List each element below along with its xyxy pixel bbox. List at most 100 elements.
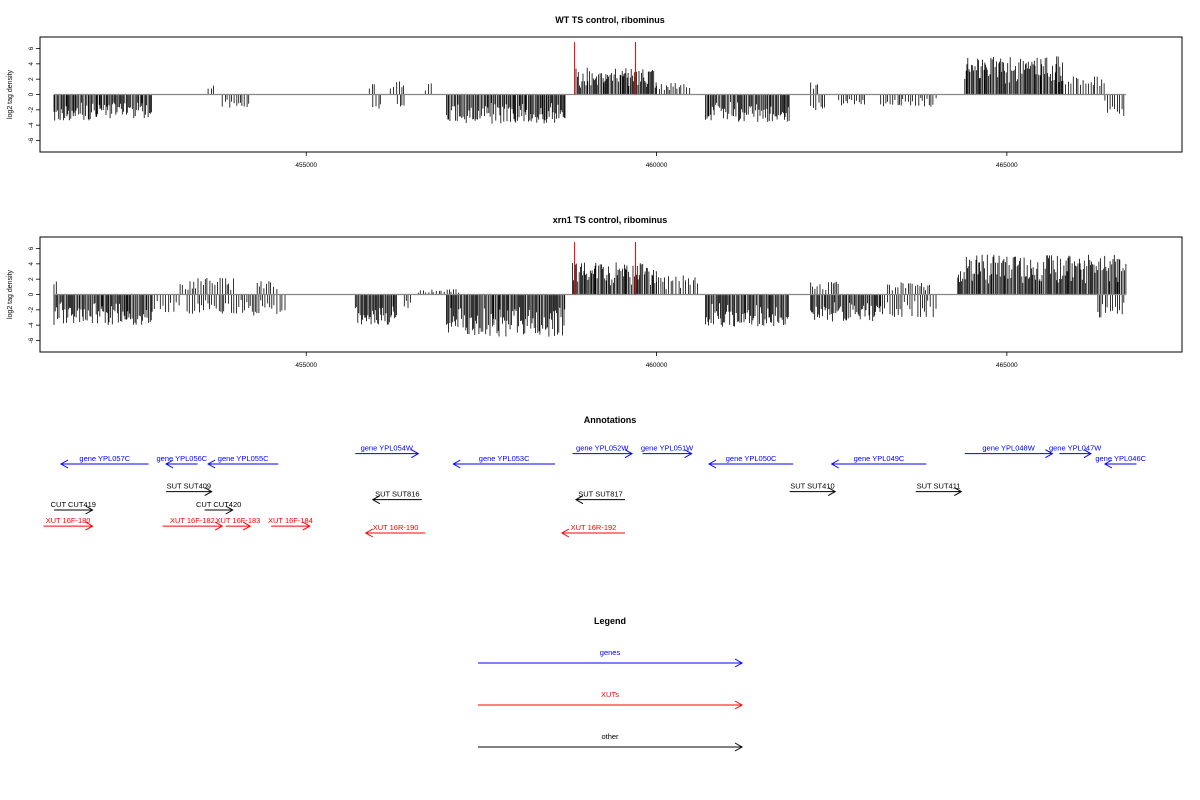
x-tick-label: 460000 [646, 162, 668, 169]
annotation-gene: gene YPL050C [708, 454, 794, 469]
arrow-head [624, 449, 634, 459]
arrow-head [85, 505, 94, 515]
arrow-head [214, 521, 224, 531]
annotation-xut: XUT 16R-190 [364, 523, 426, 538]
annotation-label: gene YPL055C [218, 454, 269, 463]
y-tick-label: -4 [28, 322, 35, 328]
annotation-label: SUT SUT817 [578, 490, 622, 499]
annotation-label: gene YPL046C [1095, 454, 1146, 463]
arrow-head [60, 459, 69, 469]
annotation-label: gene YPL052W [576, 444, 629, 453]
arrow-head [1083, 449, 1092, 459]
annotation-label: CUT CUT419 [51, 500, 96, 509]
arrow-head [1045, 449, 1054, 459]
arrow-head [204, 487, 213, 497]
annotation-label: gene YPL057C [79, 454, 130, 463]
annotation-gene: gene YPL051W [641, 444, 694, 459]
annotation-gene: gene YPL054W [355, 444, 420, 459]
annotations-title: Annotations [584, 415, 637, 425]
annotation-label: XUT 16R-192 [571, 523, 617, 532]
arrow-head [371, 495, 381, 505]
annotation-label: XUT 16F-182 [170, 516, 215, 525]
arrow-head [207, 459, 216, 469]
annotation-label: gene YPL056C [156, 454, 207, 463]
arrow-head [734, 700, 744, 710]
y-tick-label: 6 [28, 246, 35, 250]
y-tick-label: 0 [28, 292, 35, 296]
annotation-xut: XUT 16R-192 [560, 523, 626, 538]
annotation-xut: XUT 16F-183 [215, 516, 260, 531]
density-bars [53, 254, 1127, 337]
chart-title: xrn1 TS control, ribominus [553, 215, 668, 225]
annotation-label: CUT CUT420 [196, 500, 241, 509]
legend-item-other: other [478, 732, 744, 752]
annotation-label: gene YPL054W [361, 444, 414, 453]
y-axis-label: log2 tag density [7, 69, 14, 119]
chart-panel-1: WT TS control, ribominus log2 tag density… [7, 15, 1183, 169]
legend-title: Legend [594, 616, 626, 626]
annotation-gene: gene YPL055C [207, 454, 279, 469]
arrow-head [411, 449, 420, 459]
y-tick-label: 0 [28, 92, 35, 96]
annotation-other: SUT SUT410 [789, 482, 837, 497]
annotation-label: SUT SUT409 [167, 482, 211, 491]
annotation-other: SUT SUT817 [574, 490, 626, 505]
arrow-head [85, 521, 94, 531]
annotation-other: CUT CUT419 [51, 500, 96, 515]
annotation-other: CUT CUT420 [196, 500, 241, 515]
arrow-head [734, 742, 744, 752]
arrow-head [954, 487, 963, 497]
annotation-label: gene YPL053C [479, 454, 530, 463]
annotation-gene: gene YPL046C [1095, 454, 1147, 469]
arrow-head [242, 521, 252, 531]
arrow-head [734, 658, 744, 668]
annotation-label: gene YPL051W [641, 444, 694, 453]
y-tick-label: 2 [28, 77, 35, 81]
y-tick-label: -2 [28, 107, 35, 113]
y-axis-label: log2 tag density [7, 269, 14, 319]
x-tick-label: 455000 [295, 362, 317, 369]
annotation-xut: XUT 16F-182 [162, 516, 224, 531]
annotation-label: XUT 16F-180 [46, 516, 91, 525]
annotation-label: XUT 16F-184 [268, 516, 313, 525]
density-bars [53, 56, 1125, 124]
arrow-head [1103, 459, 1113, 469]
annotation-other: SUT SUT816 [371, 490, 422, 505]
arrow-head [364, 528, 374, 538]
annotation-gene: gene YPL049C [830, 454, 927, 469]
legend-panel: Legend genes XUTs other [478, 616, 744, 752]
y-tick-label: -4 [28, 122, 35, 128]
annotation-gene: gene YPL052W [572, 444, 634, 459]
legend-label: genes [600, 648, 621, 657]
y-tick-label: -2 [28, 307, 35, 313]
chart-panel-2: xrn1 TS control, ribominus log2 tag densi… [7, 215, 1183, 369]
annotation-gene: gene YPL048W [964, 444, 1054, 459]
arrow-head [165, 459, 174, 469]
arrow-head [302, 521, 311, 531]
annotation-gene: gene YPL053C [452, 454, 555, 469]
x-tick-label: 465000 [996, 362, 1018, 369]
arrow-head [225, 505, 234, 515]
arrow-head [560, 528, 570, 538]
annotation-xut: XUT 16F-180 [43, 516, 94, 531]
annotation-other: SUT SUT409 [166, 482, 213, 497]
chart-title: WT TS control, ribominus [555, 15, 665, 25]
annotations-panel: Annotations gene YPL057C gene YPL056C gene… [43, 415, 1147, 538]
y-tick-label: 6 [28, 46, 35, 50]
arrow-head [830, 459, 839, 469]
annotation-label: gene YPL049C [854, 454, 905, 463]
annotation-label: SUT SUT411 [917, 482, 961, 491]
arrow-head [827, 487, 837, 497]
y-tick-label: -6 [28, 137, 35, 143]
x-tick-label: 455000 [295, 162, 317, 169]
legend-label: XUTs [601, 690, 619, 699]
annotation-label: gene YPL050C [726, 454, 777, 463]
x-tick-label: 465000 [996, 162, 1018, 169]
annotation-gene: gene YPL057C [60, 454, 149, 469]
annotation-label: XUT 16R-190 [373, 523, 419, 532]
y-tick-label: -6 [28, 337, 35, 343]
track-panels: WT TS control, ribominus log2 tag density… [7, 15, 1183, 369]
y-tick-label: 4 [28, 62, 35, 66]
arrow-head [574, 495, 584, 505]
